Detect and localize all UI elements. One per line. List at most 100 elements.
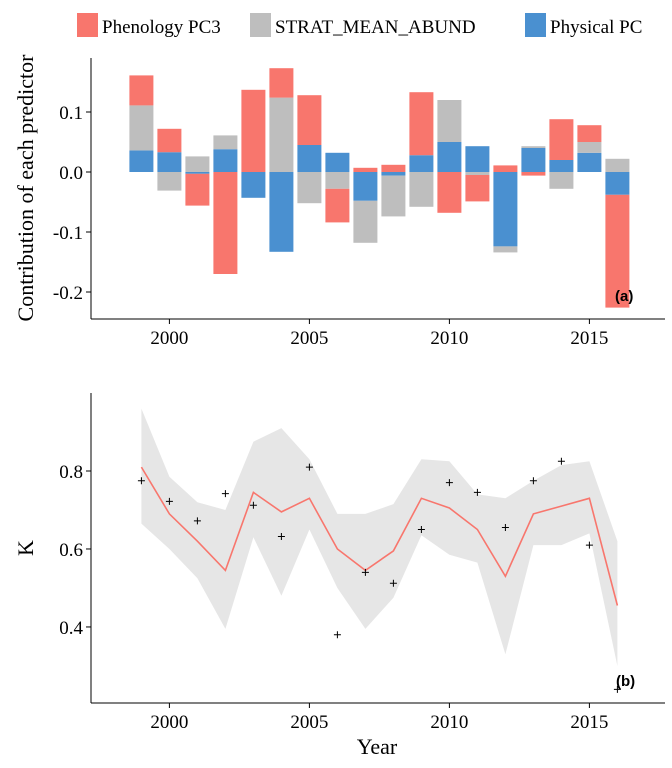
panel-b-y-tick-label: 0.4 [59, 618, 83, 639]
bar-2012-phenology-pc3 [493, 165, 518, 172]
panel-a-x-tick-label: 2000 [150, 328, 188, 349]
bar-2008-physical-pc [381, 172, 406, 176]
bar-2011-physical-pc [465, 146, 490, 172]
bar-2000-phenology-pc3 [157, 128, 182, 153]
bar-2014-physical-pc [549, 160, 574, 172]
bar-1999-strat-mean-abund [129, 105, 154, 151]
bar-2015-physical-pc [577, 152, 602, 172]
panel-a-y-tick-label: -0.1 [53, 223, 83, 244]
panel-b-y-tick-label: 0.6 [59, 540, 83, 561]
panel-b-ylabel: K [13, 540, 38, 556]
bar-2009-physical-pc [409, 155, 434, 172]
panel-b-x-tick-label: 2010 [430, 712, 468, 733]
bar-1999-physical-pc [129, 150, 154, 172]
observed-point-2007 [361, 568, 369, 576]
bar-2006-phenology-pc3 [325, 188, 350, 223]
bar-2016-phenology-pc3 [605, 194, 630, 308]
bar-2001-strat-mean-abund [185, 156, 210, 172]
bar-2010-strat-mean-abund [437, 100, 462, 142]
bar-2015-phenology-pc3 [577, 125, 602, 142]
panel-b-label: (b) [616, 673, 635, 690]
bar-2005-phenology-pc3 [297, 95, 322, 145]
observed-point-2001 [193, 517, 201, 525]
bar-2009-strat-mean-abund [409, 172, 434, 207]
bar-2016-strat-mean-abund [605, 158, 630, 172]
observed-point-2002 [221, 490, 229, 498]
observed-point-2005 [305, 463, 313, 471]
panel-a-y-tick-label: 0.1 [59, 103, 83, 124]
observed-point-2003 [249, 501, 257, 509]
legend-key-strat-mean-abund [250, 13, 271, 37]
bar-2006-strat-mean-abund [325, 172, 350, 189]
bar-2002-phenology-pc3 [213, 172, 238, 274]
confidence-band [141, 408, 618, 666]
panel-a-label: (a) [615, 288, 633, 305]
bar-2013-phenology-pc3 [521, 172, 546, 176]
observed-point-2010 [445, 479, 453, 487]
observed-point-2006 [333, 631, 341, 639]
panel-b-x-tick-label: 2005 [290, 712, 328, 733]
observed-point-2000 [165, 497, 173, 505]
bar-2007-strat-mean-abund [353, 200, 378, 243]
panel-a-axes: -0.2 -0.1 0.0 0.1 2000 2005 2010 2015 [53, 58, 665, 349]
panel-b-xlabel: Year [357, 734, 398, 759]
panel-a-x-tick-label: 2005 [290, 328, 328, 349]
bar-2005-strat-mean-abund [297, 172, 322, 204]
panel-a-y-tick-label: -0.2 [53, 283, 83, 304]
panel-a-y-tick-label: 0.0 [59, 163, 83, 184]
bar-2000-strat-mean-abund [157, 172, 182, 191]
bar-2013-physical-pc [521, 148, 546, 172]
panel-b-x-tick-label: 2015 [570, 712, 608, 733]
panel-a-ylabel: Contribution of each predictor [13, 54, 38, 322]
observed-point-2012 [501, 524, 509, 532]
bar-2016-physical-pc [605, 172, 630, 195]
panel-a-x-tick-label: 2010 [430, 328, 468, 349]
observed-point-1999 [137, 477, 145, 485]
bar-2011-phenology-pc3 [465, 175, 490, 202]
legend-label-strat-mean-abund: STRAT_MEAN_ABUND [275, 17, 476, 38]
bar-2012-strat-mean-abund [493, 246, 518, 253]
bar-2001-physical-pc [185, 172, 210, 174]
bar-2004-physical-pc [269, 172, 294, 252]
bar-2003-physical-pc [241, 172, 266, 198]
bar-2010-physical-pc [437, 142, 462, 172]
observed-point-2016 [613, 685, 621, 693]
bar-2007-phenology-pc3 [353, 167, 378, 172]
fitted-line [140, 466, 619, 606]
bar-2008-strat-mean-abund [381, 175, 406, 217]
bar-2014-phenology-pc3 [549, 119, 574, 160]
legend-label-phenology: Phenology PC3 [102, 17, 221, 38]
legend-key-phenology [77, 13, 98, 37]
bar-2008-phenology-pc3 [381, 164, 406, 172]
bar-2009-phenology-pc3 [409, 92, 434, 156]
panel-a-x-tick-label: 2015 [570, 328, 608, 349]
bar-2007-physical-pc [353, 172, 378, 201]
observed-point-2004 [277, 532, 285, 540]
bar-2004-phenology-pc3 [269, 68, 294, 98]
bar-2000-physical-pc [157, 152, 182, 172]
bar-2002-physical-pc [213, 149, 238, 172]
observed-point-2015 [585, 541, 593, 549]
legend-label-physical-pc: Physical PC [550, 17, 642, 38]
observed-point-2011 [473, 488, 481, 496]
bar-2014-strat-mean-abund [549, 172, 574, 189]
bar-2013-strat-mean-abund [521, 146, 546, 148]
bar-2005-physical-pc [297, 145, 322, 172]
panel-a: -0.2 -0.1 0.0 0.1 2000 2005 2010 2015 Contribut… [13, 54, 665, 349]
bar-2001-phenology-pc3 [185, 173, 210, 206]
observed-point-2013 [529, 477, 537, 485]
bar-2004-strat-mean-abund [269, 97, 294, 172]
bar-2010-phenology-pc3 [437, 172, 462, 213]
bar-2015-strat-mean-abund [577, 142, 602, 153]
bar-2012-physical-pc [493, 172, 518, 247]
panel-b: 0.4 0.6 0.8 2000 2005 2010 2015 K Year (b) [13, 393, 665, 759]
panel-b-axes: 0.4 0.6 0.8 2000 2005 2010 2015 [59, 393, 665, 733]
observed-point-2009 [417, 525, 425, 533]
bar-2003-phenology-pc3 [241, 89, 266, 172]
bar-2002-strat-mean-abund [213, 135, 238, 150]
panel-b-y-tick-label: 0.8 [59, 462, 83, 483]
panel-a-bars [129, 68, 630, 308]
bar-1999-phenology-pc3 [129, 75, 154, 106]
